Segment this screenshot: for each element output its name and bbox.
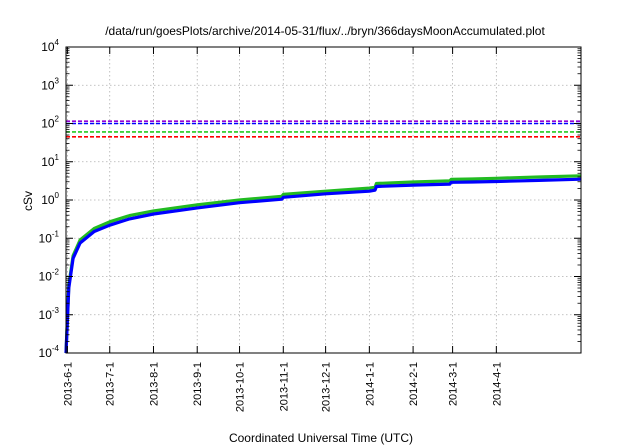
- x-tick-label: 2013-7-1: [105, 362, 117, 406]
- axes: 10-4 10-3 10-2 10-1 100 101 102 103 104 2013-6-1 2…: [39, 38, 582, 412]
- series-lines: [64, 174, 582, 354]
- y-tick-label: 10-3: [39, 306, 60, 322]
- x-tick-label: 2014-4-1: [491, 362, 503, 406]
- y-tick-label: 101: [41, 153, 59, 169]
- x-tick-label: 2013-8-1: [148, 362, 160, 406]
- reference-lines: [66, 120, 581, 138]
- y-tick-label: 102: [41, 115, 59, 131]
- x-tick-label: 2013-6-1: [62, 362, 74, 406]
- x-tick-label: 2014-3-1: [448, 362, 460, 406]
- y-tick-label: 10-2: [39, 268, 60, 284]
- plot-frame: [65, 46, 582, 354]
- series-line: [64, 174, 582, 354]
- x-tick-label: 2014-2-1: [408, 362, 420, 406]
- grid: [66, 47, 581, 353]
- x-tick-label: 2013-10-1: [235, 362, 247, 412]
- y-axis-label: cSv: [21, 191, 35, 211]
- x-tick-label: 2013-9-1: [192, 362, 204, 406]
- x-tick-label: 2013-12-1: [321, 362, 333, 412]
- series-line: [64, 177, 582, 354]
- y-tick-label: 10-4: [39, 344, 60, 360]
- x-tick-label: 2014-1-1: [364, 362, 376, 406]
- x-axis-label: Coordinated Universal Time (UTC): [229, 431, 413, 445]
- y-tick-label: 100: [41, 191, 59, 207]
- x-tick-label: 2013-11-1: [278, 362, 290, 411]
- y-tick-label: 104: [41, 38, 59, 54]
- y-tick-label: 103: [41, 76, 59, 92]
- chart-title: /data/run/goesPlots/archive/2014-05-31/f…: [105, 24, 545, 38]
- y-tick-label: 10-1: [39, 229, 60, 245]
